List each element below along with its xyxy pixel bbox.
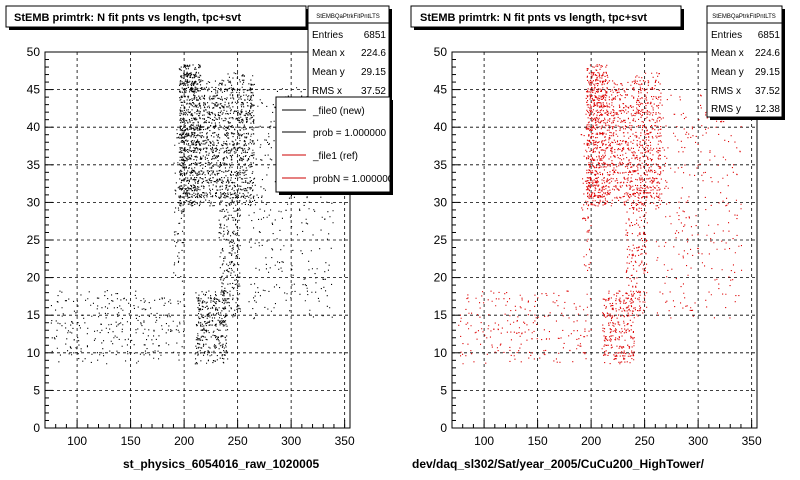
right-x-tick-label-5: 350 xyxy=(742,434,762,448)
right-x-tick-label-4: 300 xyxy=(688,434,708,448)
left-y-tick-label-8: 40 xyxy=(27,120,41,134)
right-x-tick-label-2: 200 xyxy=(581,434,601,448)
left-stats-rmsx-label: RMS x xyxy=(312,86,342,97)
right-y-tick-label-4: 20 xyxy=(434,271,448,285)
right-y-tick-label-2: 10 xyxy=(434,346,448,360)
right-y-tick-label-7: 35 xyxy=(434,158,448,172)
left-x-axis-label: st_physics_6054016_raw_1020005 xyxy=(123,457,319,471)
left-y-tick-label-0: 0 xyxy=(33,421,40,435)
left-stats-title: StEMBQaPtrkFitPntLTS xyxy=(316,14,380,20)
right-y-tick-label-3: 15 xyxy=(434,308,448,322)
left-chart-panel: 100 150 200 250 300 350 0 5 10 15 20 25 30 35 40 45 50 S… xyxy=(5,5,394,471)
right-chart-title: StEMB primtrk: N fit pnts vs length, tpc… xyxy=(420,12,647,24)
right-y-tick-label-8: 40 xyxy=(434,120,448,134)
left-x-tick-label-3: 250 xyxy=(228,434,248,448)
right-y-tick-label-10: 50 xyxy=(434,45,448,59)
right-y-tick-label-1: 5 xyxy=(440,383,447,397)
right-stats-meanx-label: Mean x xyxy=(711,48,744,59)
left-x-tick-label-0: 100 xyxy=(67,434,87,448)
right-y-tick-label-5: 25 xyxy=(434,233,448,247)
left-chart-title: StEMB primtrk: N fit pnts vs length, tpc… xyxy=(14,12,241,24)
right-x-tick-label-0: 100 xyxy=(474,434,494,448)
legend-label-prob: prob = 1.000000 xyxy=(313,128,387,139)
right-stats-meany-value: 29.15 xyxy=(755,67,780,78)
left-stats-meany-label: Mean y xyxy=(312,67,345,78)
left-y-tick-label-10: 50 xyxy=(27,45,41,59)
right-stats-rmsx-label: RMS x xyxy=(711,86,741,97)
right-stats-meanx-value: 224.6 xyxy=(755,48,780,59)
right-stats-box: StEMBQaPtrkFitPntLTS Entries 6851 Mean x… xyxy=(706,5,785,120)
right-x-tick-label-1: 150 xyxy=(528,434,548,448)
right-y-tick-label-0: 0 xyxy=(440,421,447,435)
left-y-tick-label-7: 35 xyxy=(27,158,41,172)
right-stats-rmsy-value: 12.38 xyxy=(755,104,780,115)
left-y-tick-label-5: 25 xyxy=(27,233,41,247)
left-y-tick-label-1: 5 xyxy=(33,383,40,397)
right-stats-rmsx-value: 37.52 xyxy=(755,86,780,97)
left-x-tick-label-4: 300 xyxy=(281,434,301,448)
left-title-box xyxy=(5,5,307,28)
right-stats-title: StEMBQaPtrkFitPntLTS xyxy=(712,14,776,20)
left-stats-entries-label: Entries xyxy=(312,30,343,41)
left-stats-meanx-label: Mean x xyxy=(312,48,345,59)
left-y-tick-label-9: 45 xyxy=(27,83,41,97)
left-stats-meanx-value: 224.6 xyxy=(361,48,386,59)
right-stats-entries-value: 6851 xyxy=(758,30,781,41)
left-stats-rmsx-value: 37.52 xyxy=(361,86,386,97)
left-stats-meany-value: 29.15 xyxy=(361,67,386,78)
left-axis-ticks: 100 150 200 250 300 350 0 5 10 15 20 25 30 35 40 45 50 xyxy=(27,45,355,448)
right-scatter-markers xyxy=(458,64,743,365)
right-stats-entries-label: Entries xyxy=(711,30,742,41)
legend-box: _file0 (new) prob = 1.000000 _file1 (ref… xyxy=(275,96,394,195)
left-y-tick-label-4: 20 xyxy=(27,271,41,285)
right-x-tick-label-3: 250 xyxy=(635,434,655,448)
left-x-tick-label-5: 350 xyxy=(335,434,355,448)
left-stats-entries-value: 6851 xyxy=(364,30,387,41)
right-y-tick-label-9: 45 xyxy=(434,83,448,97)
right-x-axis-label: dev/daq_sl302/Sat/year_2005/CuCu200_High… xyxy=(412,457,705,471)
right-axis-ticks: 100 150 200 250 300 350 0 5 10 15 20 25 30 35 40 45 50 xyxy=(434,45,762,448)
left-x-tick-label-1: 150 xyxy=(121,434,141,448)
right-stats-meany-label: Mean y xyxy=(711,67,744,78)
legend-label-file1: _file1 (ref) xyxy=(312,151,358,162)
left-y-tick-label-3: 15 xyxy=(27,308,41,322)
left-y-tick-label-2: 10 xyxy=(27,346,41,360)
right-chart-panel: 100 150 200 250 300 350 0 5 10 15 20 25 30 35 40 45 50 S… xyxy=(410,5,785,471)
right-title-box xyxy=(410,5,682,28)
right-scatter-points xyxy=(458,64,743,365)
legend-label-file0: _file0 (new) xyxy=(312,106,365,117)
left-x-tick-label-2: 200 xyxy=(174,434,194,448)
right-grid xyxy=(452,52,757,428)
left-stats-box: StEMBQaPtrkFitPntLTS Entries 6851 Mean x… xyxy=(307,5,392,104)
right-y-tick-label-6: 30 xyxy=(434,195,448,209)
right-stats-rmsy-label: RMS y xyxy=(711,104,741,115)
left-y-tick-label-6: 30 xyxy=(27,195,41,209)
legend-label-probn: probN = 1.000000 xyxy=(313,174,394,185)
